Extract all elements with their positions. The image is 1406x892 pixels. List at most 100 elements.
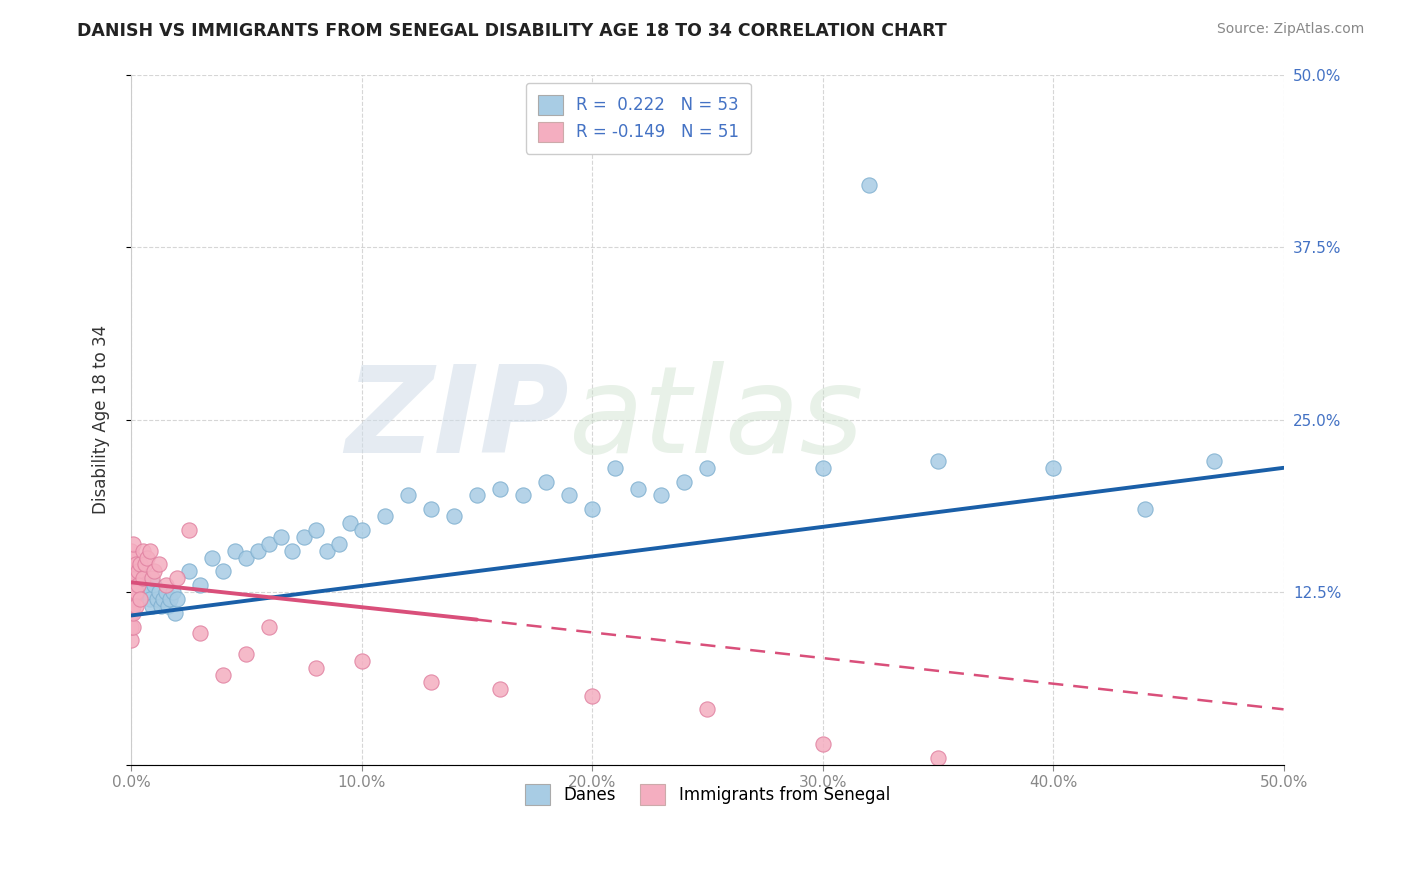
Point (512, 488, 534, 502)
Point (155, 578, 177, 592)
Point (143, 578, 166, 592)
Legend: Danes, Immigrants from Senegal: Danes, Immigrants from Senegal (515, 774, 900, 814)
Point (143, 564, 166, 578)
Point (188, 578, 211, 592)
Point (138, 591, 160, 606)
Point (811, 737, 834, 751)
Point (696, 702, 718, 716)
Point (148, 585, 170, 599)
Point (1204, 454, 1226, 468)
Point (419, 502, 441, 516)
Point (120, 571, 142, 585)
Point (489, 482, 512, 496)
Point (134, 578, 156, 592)
Text: ZIP: ZIP (346, 361, 569, 478)
Point (419, 674, 441, 689)
Point (339, 516, 361, 530)
Point (155, 585, 177, 599)
Point (246, 543, 269, 558)
Point (1042, 460, 1064, 475)
Point (350, 523, 373, 537)
Text: atlas: atlas (569, 361, 865, 478)
Text: Source: ZipAtlas.com: Source: ZipAtlas.com (1216, 22, 1364, 37)
Point (127, 578, 149, 592)
Point (177, 523, 200, 537)
Point (166, 591, 188, 606)
Point (125, 585, 148, 599)
Point (581, 689, 603, 703)
Point (122, 599, 145, 613)
Point (150, 599, 173, 613)
Point (152, 591, 174, 606)
Point (558, 488, 581, 502)
Point (120, 606, 142, 620)
Point (235, 647, 257, 661)
Point (159, 591, 181, 606)
Point (122, 564, 145, 578)
Point (201, 550, 224, 565)
Point (122, 550, 145, 565)
Point (811, 460, 834, 475)
Point (122, 619, 145, 633)
Point (673, 475, 696, 489)
Point (136, 585, 159, 599)
Point (120, 599, 142, 613)
Point (122, 585, 145, 599)
Point (145, 591, 167, 606)
Point (120, 578, 142, 592)
Point (270, 530, 292, 544)
Point (581, 502, 603, 516)
Point (120, 543, 142, 558)
Point (1135, 502, 1157, 516)
Point (162, 585, 184, 599)
Point (443, 509, 465, 524)
Point (281, 543, 304, 558)
Point (129, 591, 152, 606)
Point (141, 599, 163, 613)
Point (122, 578, 145, 592)
Point (465, 488, 488, 502)
Point (304, 661, 326, 675)
Point (122, 591, 145, 606)
Point (177, 564, 200, 578)
Point (259, 537, 281, 551)
Point (120, 564, 142, 578)
Point (127, 564, 149, 578)
Point (131, 543, 153, 558)
Point (125, 558, 148, 572)
Point (605, 460, 627, 475)
Point (235, 550, 257, 565)
Point (292, 530, 315, 544)
Point (696, 460, 718, 475)
Point (120, 633, 142, 648)
Point (120, 585, 142, 599)
Point (120, 558, 142, 572)
Point (374, 509, 396, 524)
Point (927, 454, 949, 468)
Point (131, 571, 153, 585)
Point (224, 543, 246, 558)
Point (534, 475, 557, 489)
Point (350, 654, 373, 668)
Point (129, 558, 152, 572)
Point (858, 178, 880, 192)
Point (316, 543, 339, 558)
Point (328, 537, 350, 551)
Point (396, 488, 419, 502)
Point (650, 488, 672, 502)
Y-axis label: Disability Age 18 to 34: Disability Age 18 to 34 (93, 325, 110, 514)
Point (122, 537, 145, 551)
Point (120, 591, 142, 606)
Point (125, 571, 148, 585)
Point (131, 585, 153, 599)
Point (304, 523, 326, 537)
Point (489, 681, 512, 696)
Point (125, 599, 148, 613)
Point (138, 543, 160, 558)
Point (212, 668, 235, 682)
Point (163, 606, 186, 620)
Text: DANISH VS IMMIGRANTS FROM SENEGAL DISABILITY AGE 18 TO 34 CORRELATION CHART: DANISH VS IMMIGRANTS FROM SENEGAL DISABI… (77, 22, 948, 40)
Point (136, 550, 159, 565)
Point (259, 619, 281, 633)
Point (120, 619, 142, 633)
